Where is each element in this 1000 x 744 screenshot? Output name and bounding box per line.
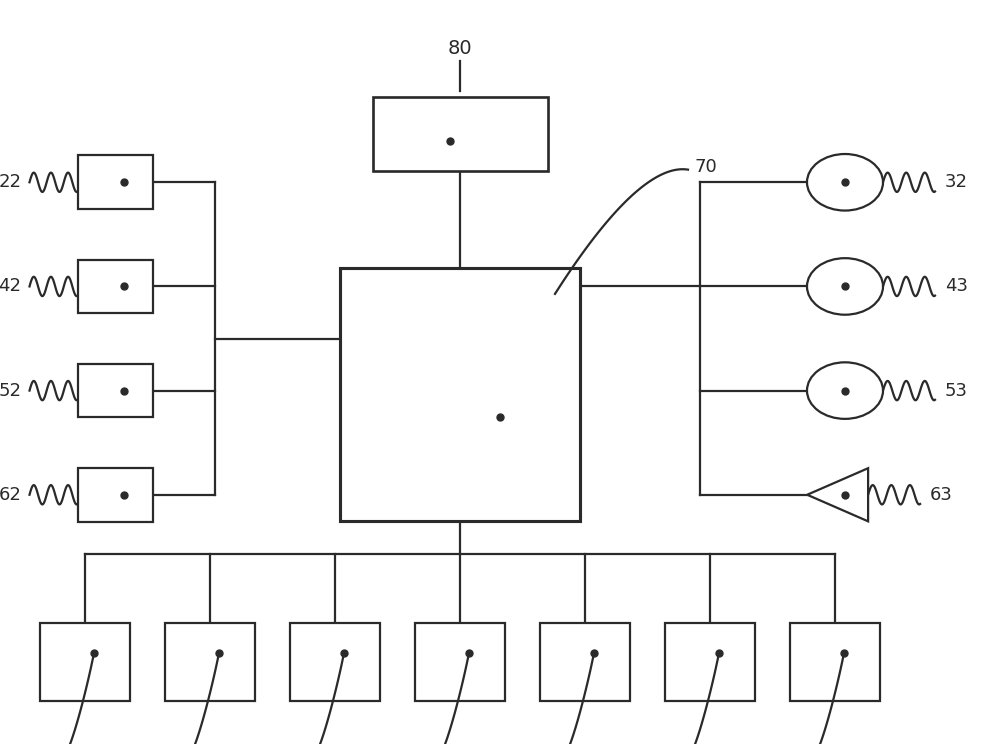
- Text: 22: 22: [0, 173, 22, 191]
- Text: 63: 63: [930, 486, 953, 504]
- Bar: [290, 623, 380, 701]
- Circle shape: [807, 258, 883, 315]
- Bar: [78, 260, 153, 313]
- Bar: [540, 623, 630, 701]
- Bar: [78, 468, 153, 522]
- Polygon shape: [807, 468, 868, 522]
- Bar: [340, 268, 580, 521]
- Bar: [665, 623, 755, 701]
- Text: 70: 70: [695, 158, 718, 176]
- Text: 42: 42: [0, 278, 22, 295]
- Bar: [373, 97, 548, 171]
- Text: 80: 80: [448, 39, 472, 58]
- Text: 52: 52: [0, 382, 22, 400]
- Bar: [790, 623, 880, 701]
- Bar: [40, 623, 130, 701]
- Text: 62: 62: [0, 486, 22, 504]
- Bar: [165, 623, 255, 701]
- Text: 43: 43: [945, 278, 968, 295]
- Bar: [78, 155, 153, 209]
- Bar: [415, 623, 505, 701]
- Bar: [78, 364, 153, 417]
- Circle shape: [807, 154, 883, 211]
- Text: 53: 53: [945, 382, 968, 400]
- Text: 32: 32: [945, 173, 968, 191]
- Circle shape: [807, 362, 883, 419]
